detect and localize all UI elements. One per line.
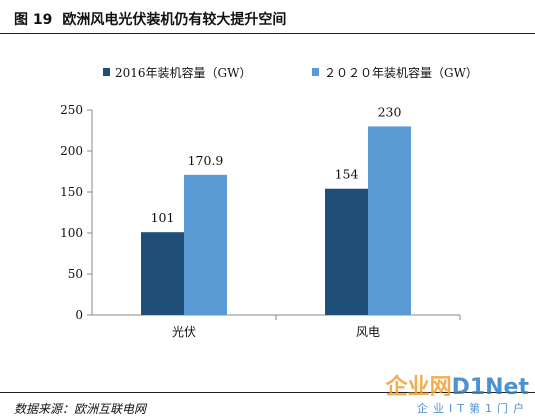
bar [368,126,411,316]
bar-chart: 2016年装机容量（GW） ２０２０年装机容量（GW） 0 50 100 150 200 25… [60,65,478,339]
bar [325,188,368,315]
y-tick-label: 150 [60,185,83,199]
figure-header: 图 19 欧洲风电光伏装机仍有较大提升空间 [0,0,535,34]
legend-swatch [103,68,110,76]
figure-number: 图 19 [14,12,53,28]
data-label: 154 [335,167,359,182]
x-category-label: 光伏 [172,325,196,339]
bar [141,232,184,315]
y-tick-label: 200 [60,144,83,158]
source-divider [0,392,535,393]
watermark-tagline: 企业IT第1门户 [417,402,529,415]
data-source: 数据来源：欧洲互联电网 [14,402,147,416]
watermark-logo-part2: D1Net [451,375,529,400]
data-label: 170.9 [188,153,224,168]
figure-title-text: 欧洲风电光伏装机仍有较大提升空间 [62,12,287,28]
legend-label: ２０２０年装机容量（GW） [324,65,478,80]
watermark-logo-part1: 企业网 [385,375,452,400]
figure-title: 图 19 欧洲风电光伏装机仍有较大提升空间 [14,9,286,29]
y-tick-label: 100 [60,226,83,240]
legend-label: 2016年装机容量（GW） [115,65,251,80]
data-label: 230 [378,104,402,119]
legend-swatch [312,68,319,76]
watermark-logo: 企业网D1Net 企业IT第1门户 [359,376,529,420]
x-category-label: 风电 [356,325,380,339]
bar [184,174,227,315]
y-tick-label: 50 [68,267,83,281]
data-label: 101 [151,210,175,225]
y-tick-label: 250 [60,103,83,117]
y-tick-label: 0 [75,308,83,322]
